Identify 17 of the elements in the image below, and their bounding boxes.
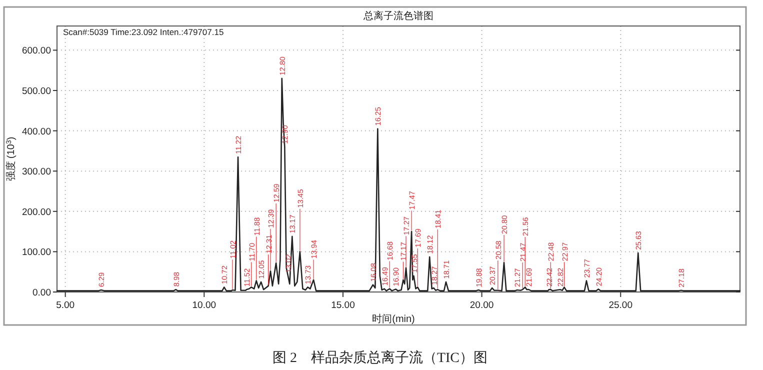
y-tick-label: 500.00 xyxy=(22,86,51,97)
x-tick-label: 10.00 xyxy=(192,300,216,311)
y-tick-label: 300.00 xyxy=(22,166,51,178)
y-tick-label: 400.00 xyxy=(22,126,51,138)
y-tick-label: 0.00 xyxy=(32,288,51,298)
chart-title: 总离子流色谱图 xyxy=(362,10,434,22)
caption: 图 2 样品杂质总离子流（TIC）图 xyxy=(272,350,488,366)
x-tick-label: 20.00 xyxy=(470,300,494,311)
y-tick-label: 600.00 xyxy=(22,46,51,57)
y-tick-label: 100.00 xyxy=(22,247,51,258)
annotation: Scan#:5039 Time:23.092 Inten.:479707.15 xyxy=(63,27,224,37)
x-tick-label: 5.00 xyxy=(56,300,75,311)
y-tick-label: 200.00 xyxy=(22,206,51,218)
x-tick-label: 15.00 xyxy=(331,300,355,311)
x-tick-label: 25.00 xyxy=(608,300,633,311)
x-axis-title: 时间(min) xyxy=(372,313,415,325)
line-series xyxy=(56,78,741,292)
